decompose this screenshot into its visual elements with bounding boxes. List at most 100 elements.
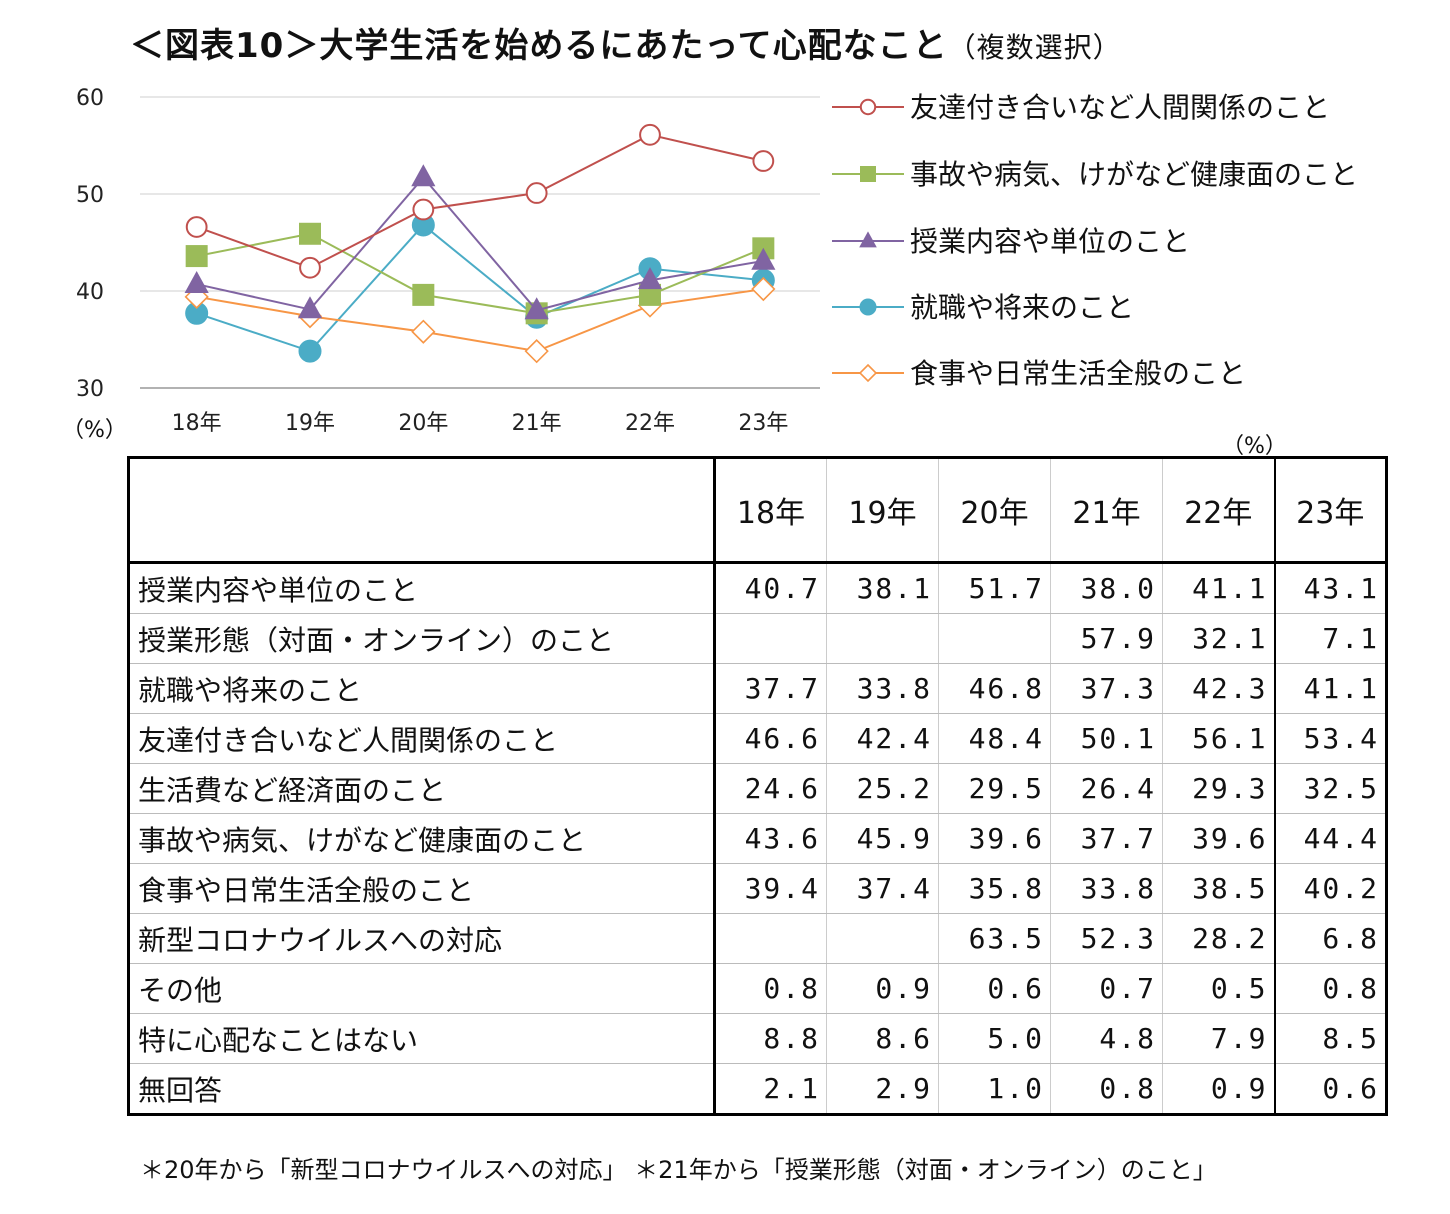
table-cell: 44.4 bbox=[1274, 813, 1387, 864]
table-body: 授業内容や単位のこと 40.7 38.1 51.7 38.0 41.1 43.1 授業形態（対… bbox=[128, 562, 1387, 1115]
table-cell: 0.8 bbox=[714, 963, 827, 1014]
table-cell: 0.7 bbox=[1050, 963, 1163, 1014]
table-cell: 8.5 bbox=[1274, 1013, 1387, 1064]
table-cell: 50.1 bbox=[1050, 713, 1163, 764]
table-header-21: 21年 bbox=[1050, 457, 1163, 564]
y-tick-label: 30 bbox=[76, 377, 104, 402]
chart-title: ＜図表10＞大学生活を始めるにあたって心配なこと（複数選択） bbox=[130, 18, 1430, 67]
data-point bbox=[185, 216, 208, 238]
footnote: ＊20年から「新型コロナウイルスへの対応」 ＊21年から「授業形態（対面・オンラ… bbox=[140, 1156, 1217, 1184]
table-cell: 63.5 bbox=[938, 913, 1051, 964]
legend-label: 就職や将来のこと bbox=[910, 291, 1134, 324]
table-cell: 0.9 bbox=[1162, 1063, 1276, 1115]
table-cell: 46.6 bbox=[714, 713, 827, 764]
x-tick-label: 23年 bbox=[738, 411, 788, 436]
y-tick-label: 50 bbox=[76, 183, 104, 208]
row-label: 食事や日常生活全般のこと bbox=[128, 863, 716, 914]
row-label: 授業形態（対面・オンライン）のこと bbox=[128, 613, 716, 664]
table-cell: 0.6 bbox=[1274, 1063, 1387, 1115]
row-label: 生活費など経済面のこと bbox=[128, 763, 716, 814]
y-tick-layer: 30 40 50 60 bbox=[76, 86, 104, 402]
data-point bbox=[525, 182, 548, 204]
table-cell: 39.4 bbox=[714, 863, 827, 914]
table-cell: 33.8 bbox=[1050, 863, 1163, 914]
grid-layer bbox=[140, 96, 820, 389]
table-cell: 43.1 bbox=[1274, 562, 1387, 614]
table-cell: 5.0 bbox=[938, 1013, 1051, 1064]
series-line bbox=[196, 223, 764, 353]
table-cell: 43.6 bbox=[714, 813, 827, 864]
table-cell: 41.1 bbox=[1274, 663, 1387, 714]
table-cell: 46.8 bbox=[938, 663, 1051, 714]
y-tick-label: 40 bbox=[76, 280, 104, 305]
data-point bbox=[411, 164, 436, 187]
table-header-blank bbox=[128, 457, 716, 564]
data-point bbox=[412, 283, 435, 306]
table-cell: 8.6 bbox=[826, 1013, 939, 1064]
table-cell: 6.8 bbox=[1274, 913, 1387, 964]
table-header-row: 18年 19年 20年 21年 22年 23年 bbox=[128, 457, 1387, 564]
data-point bbox=[412, 198, 435, 221]
table-row: 無回答 2.1 2.9 1.0 0.8 0.9 0.6 bbox=[128, 1063, 1387, 1115]
row-label: 就職や将来のこと bbox=[128, 663, 716, 714]
table-row: 事故や病気、けがなど健康面のこと 43.6 45.9 39.6 37.7 39.6 44.4 bbox=[128, 813, 1387, 864]
legend-item: 友達付き合いなど人間関係のこと bbox=[832, 91, 1330, 124]
row-label: その他 bbox=[128, 963, 716, 1014]
table-cell: 28.2 bbox=[1162, 913, 1276, 964]
table-cell: 32.5 bbox=[1274, 763, 1387, 814]
table-cell: 38.1 bbox=[826, 562, 939, 614]
table-unit-label: （%） bbox=[1222, 434, 1287, 459]
legend-item: 事故や病気、けがなど健康面のこと bbox=[832, 158, 1358, 191]
table-cell: 53.4 bbox=[1274, 713, 1387, 764]
table-cell: 4.8 bbox=[1050, 1013, 1163, 1064]
series-2 bbox=[184, 164, 776, 320]
table-header-22: 22年 bbox=[1162, 457, 1276, 564]
table-cell: 39.6 bbox=[938, 813, 1051, 864]
series-layer bbox=[184, 123, 776, 364]
legend-label: 食事や日常生活全般のこと bbox=[910, 357, 1246, 390]
table-header-20: 20年 bbox=[938, 457, 1051, 564]
table-cell: 56.1 bbox=[1162, 713, 1276, 764]
table-row: 友達付き合いなど人間関係のこと 46.6 42.4 48.4 50.1 56.1 53.4 bbox=[128, 713, 1387, 764]
data-point bbox=[752, 150, 775, 172]
data-point bbox=[298, 339, 322, 363]
legend-marker bbox=[859, 231, 877, 248]
table-cell: 2.9 bbox=[826, 1063, 939, 1115]
legend-item: 就職や将来のこと bbox=[832, 291, 1134, 324]
legend-label: 友達付き合いなど人間関係のこと bbox=[910, 91, 1330, 124]
table-cell bbox=[938, 613, 1051, 664]
legend-label: 授業内容や単位のこと bbox=[910, 225, 1190, 258]
y-tick-label: 60 bbox=[76, 86, 104, 111]
legend-item: 食事や日常生活全般のこと bbox=[832, 357, 1246, 390]
data-point bbox=[411, 319, 436, 344]
table-cell: 2.1 bbox=[714, 1063, 827, 1115]
data-point bbox=[524, 339, 549, 364]
table-cell: 1.0 bbox=[938, 1063, 1051, 1115]
row-label: 授業内容や単位のこと bbox=[128, 562, 716, 614]
table-row: 特に心配なことはない 8.8 8.6 5.0 4.8 7.9 8.5 bbox=[128, 1013, 1387, 1064]
table-cell: 52.3 bbox=[1050, 913, 1163, 964]
x-tick-label: 19年 bbox=[285, 411, 335, 436]
legend-label: 事故や病気、けがなど健康面のこと bbox=[910, 158, 1358, 191]
x-tick-label: 21年 bbox=[512, 411, 562, 436]
legend-marker bbox=[860, 166, 876, 182]
data-table: 18年 19年 20年 21年 22年 23年 授業内容や単位のこと 40.7 38… bbox=[127, 456, 1388, 1116]
data-point bbox=[751, 247, 776, 270]
x-tick-label: 20年 bbox=[398, 411, 448, 436]
table-cell: 0.6 bbox=[938, 963, 1051, 1014]
table-cell: 48.4 bbox=[938, 713, 1051, 764]
x-tick-label: 22年 bbox=[625, 411, 675, 436]
data-point bbox=[299, 256, 321, 279]
table-cell: 32.1 bbox=[1162, 613, 1276, 664]
table-cell: 35.8 bbox=[938, 863, 1051, 914]
series-line bbox=[196, 288, 764, 353]
table-cell: 0.9 bbox=[826, 963, 939, 1014]
data-point bbox=[751, 276, 776, 302]
table-cell: 41.1 bbox=[1162, 562, 1276, 614]
table-cell: 7.1 bbox=[1274, 613, 1387, 664]
table-cell: 29.5 bbox=[938, 763, 1051, 814]
table-cell: 24.6 bbox=[714, 763, 827, 814]
table-cell: 40.2 bbox=[1274, 863, 1387, 914]
table-cell: 37.3 bbox=[1050, 663, 1163, 714]
chart-y-unit-label: （%） bbox=[62, 418, 127, 443]
